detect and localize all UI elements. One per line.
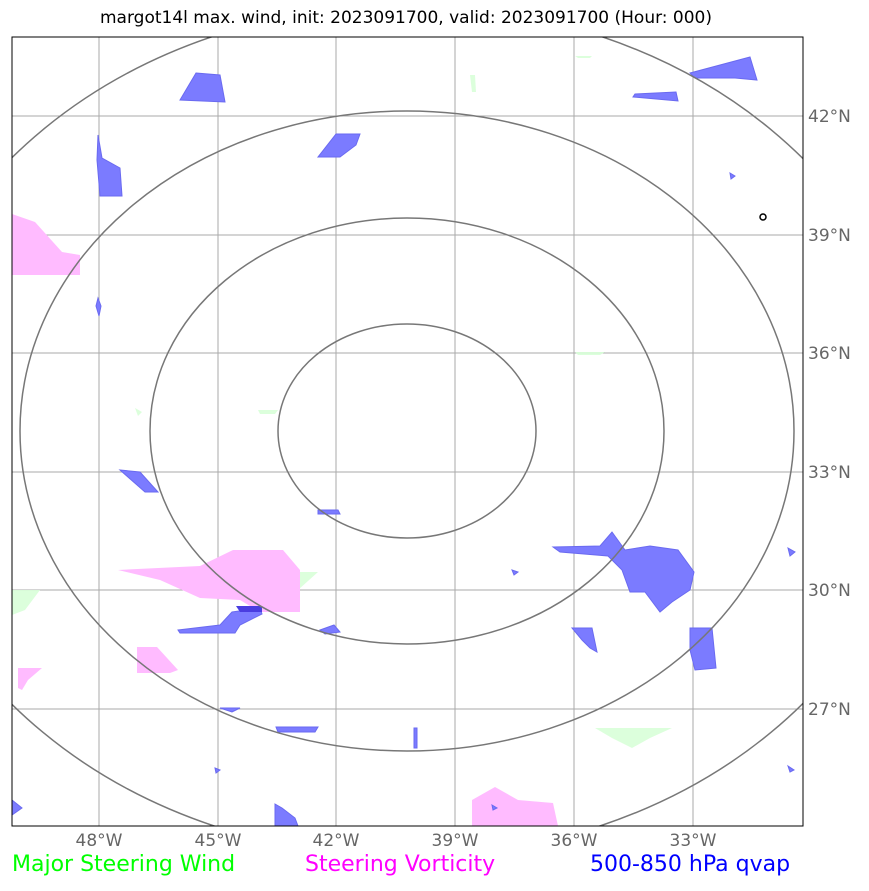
plot-frame (11, 36, 804, 827)
wind-area (575, 352, 605, 355)
qvap-area (179, 72, 226, 103)
storm-marker (759, 213, 767, 221)
qvap-area (118, 469, 160, 493)
vorticity-area (137, 647, 178, 673)
qvap-area (511, 569, 520, 576)
range-ring-2 (149, 217, 665, 645)
lat-tick: 39°N (808, 226, 851, 246)
lat-tick: 30°N (808, 581, 851, 601)
qvap-area (274, 803, 299, 826)
qvap-area (96, 134, 123, 197)
steering-wind-areas (12, 56, 672, 748)
vorticity-area (12, 214, 80, 275)
qvap-area (787, 546, 796, 557)
qvap-area (570, 627, 598, 653)
map-title: margot14l max. wind, init: 2023091700, v… (99, 8, 713, 28)
steering-vorticity-areas (12, 214, 558, 826)
qvap-area (729, 172, 736, 180)
qvap-area (413, 727, 418, 749)
lat-tick: 36°N (808, 344, 851, 364)
range-ring-1 (277, 323, 537, 539)
lon-tick: 45°W (195, 831, 242, 851)
qvap-area (689, 627, 717, 671)
vorticity-area (18, 668, 42, 690)
qvap-area (787, 764, 795, 773)
lat-tick: 42°N (808, 107, 851, 127)
legend-steering-vorticity: Steering Vorticity (305, 852, 496, 877)
vorticity-area (472, 787, 558, 826)
legend-steering-wind: Major Steering Wind (12, 852, 236, 877)
wind-area (575, 56, 592, 58)
lat-tick: 33°N (808, 463, 851, 483)
qvap-area (632, 91, 679, 102)
lon-tick: 36°W (551, 831, 598, 851)
lon-tick: 42°W (313, 831, 360, 851)
qvap-area (177, 607, 263, 634)
qvap-area (214, 767, 222, 774)
range-ring-4 (12, 37, 803, 826)
lat-tick-labels: 42°N 39°N 36°N 33°N 30°N 27°N (808, 107, 851, 720)
qvap-areas (12, 56, 796, 826)
qvap-area (316, 133, 361, 158)
lon-tick: 48°W (76, 831, 123, 851)
lon-tick: 39°W (432, 831, 479, 851)
qvap-area (95, 296, 102, 317)
lat-tick: 27°N (808, 700, 851, 720)
legend-qvap: 500-850 hPa qvap (590, 852, 791, 877)
wind-area (12, 590, 40, 615)
lon-tick-labels: 48°W 45°W 42°W 39°W 36°W 33°W (76, 831, 717, 851)
gridlines (12, 37, 803, 826)
wind-area (595, 728, 672, 748)
qvap-area (275, 726, 319, 733)
range-ring-3 (19, 110, 795, 752)
lon-tick: 33°W (670, 831, 717, 851)
qvap-area (491, 803, 499, 811)
range-rings (12, 37, 803, 826)
qvap-area (219, 707, 241, 713)
wind-area (135, 408, 142, 416)
qvap-dense-area (236, 606, 262, 612)
wind-area (258, 410, 278, 414)
vorticity-area (118, 550, 300, 612)
qvap-area (12, 799, 23, 816)
qvap-area (551, 531, 695, 613)
qvap-area (689, 56, 758, 81)
map-layers (12, 37, 803, 826)
wind-area (470, 75, 476, 92)
